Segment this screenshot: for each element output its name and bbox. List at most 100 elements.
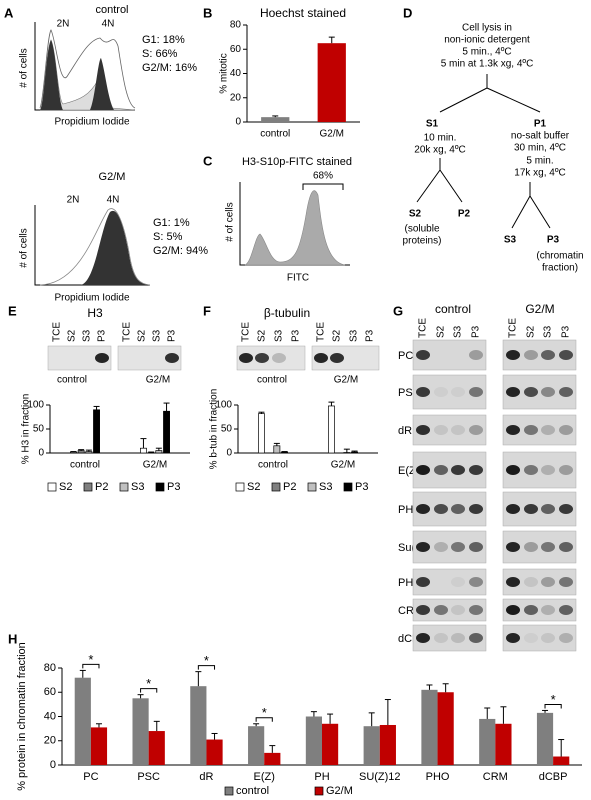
x-tick-label: G2/M bbox=[143, 460, 167, 471]
y-tick-label: 50 bbox=[221, 424, 233, 435]
chart-title: H3 bbox=[87, 306, 103, 320]
panel-label: E bbox=[8, 303, 17, 318]
error-bar bbox=[310, 711, 317, 717]
bar bbox=[190, 686, 207, 765]
x-axis-label: Propidium Iodide bbox=[54, 117, 129, 128]
condition-label: G2/M bbox=[525, 302, 554, 316]
error-bar bbox=[79, 669, 86, 678]
fraction-label: P3 bbox=[547, 235, 560, 246]
stat-label: G1: 18% bbox=[142, 34, 185, 46]
blot-band bbox=[416, 425, 430, 435]
blot-band bbox=[524, 465, 538, 475]
blot-band bbox=[559, 465, 573, 475]
error-bar bbox=[195, 671, 202, 687]
y-tick-label: 80 bbox=[230, 20, 242, 31]
legend-label: G2/M bbox=[326, 785, 353, 797]
lane-label: P3 bbox=[167, 329, 178, 342]
bar bbox=[132, 698, 149, 765]
blot-band bbox=[506, 577, 520, 587]
blot-band bbox=[506, 465, 520, 475]
error-bar bbox=[542, 709, 549, 713]
significance-bracket bbox=[255, 717, 273, 722]
blot-band bbox=[469, 387, 483, 397]
blot-band bbox=[559, 387, 573, 397]
blot-band bbox=[434, 504, 448, 514]
bar bbox=[363, 726, 380, 765]
blot-band bbox=[541, 577, 555, 587]
error-bar bbox=[93, 405, 100, 410]
bar bbox=[264, 752, 281, 765]
x-tick-label: PSC bbox=[137, 771, 160, 783]
condition-label: control bbox=[57, 375, 87, 386]
blot-band bbox=[451, 387, 465, 397]
blot-band bbox=[434, 633, 448, 643]
lane-label: P3 bbox=[97, 329, 108, 342]
y-tick-label: 20 bbox=[230, 92, 242, 103]
x-tick-label: G2/M bbox=[320, 129, 344, 140]
fractionation-tree bbox=[416, 74, 551, 229]
panel-label: C bbox=[203, 153, 213, 168]
bar bbox=[437, 692, 454, 765]
error-bar bbox=[78, 449, 85, 451]
error-bar bbox=[163, 402, 170, 412]
condition-label: control bbox=[435, 302, 471, 316]
y-tick-label: 60 bbox=[230, 44, 242, 55]
fraction-label: S3 bbox=[504, 235, 517, 246]
bar bbox=[317, 43, 346, 122]
blot-band bbox=[165, 353, 179, 363]
blot-band bbox=[559, 425, 573, 435]
y-tick-label: 100 bbox=[27, 400, 44, 411]
step-text: 5 min., 4ºC bbox=[462, 47, 511, 58]
blot-band bbox=[416, 504, 430, 514]
panel-label: F bbox=[203, 303, 211, 318]
blot-band bbox=[451, 465, 465, 475]
protein-label: PH bbox=[398, 504, 413, 516]
blot-band bbox=[451, 605, 465, 615]
significance-bracket bbox=[140, 688, 158, 693]
error-bar bbox=[258, 411, 265, 414]
blot-band bbox=[541, 425, 555, 435]
blot-band bbox=[469, 425, 483, 435]
lane-label: P3 bbox=[291, 329, 302, 342]
legend-label: S3 bbox=[319, 481, 332, 493]
blot-band bbox=[469, 465, 483, 475]
lane-label: TCE bbox=[52, 322, 63, 342]
blot-band bbox=[506, 425, 520, 435]
blot-band bbox=[541, 465, 555, 475]
protein-label: dR bbox=[398, 425, 412, 437]
panel-label: H bbox=[8, 631, 17, 646]
y-tick-label: 40 bbox=[230, 68, 242, 79]
blot-band bbox=[559, 504, 573, 514]
lane-label: TCE bbox=[508, 318, 519, 338]
note-text: proteins) bbox=[403, 236, 442, 247]
panel-label: D bbox=[403, 5, 412, 20]
y-tick-label: 80 bbox=[44, 662, 56, 674]
x-tick-label: PC bbox=[83, 771, 98, 783]
y-axis-label: % b-tub in fraction bbox=[209, 389, 220, 470]
note-text: (chromatin bbox=[536, 251, 583, 262]
peak-label: 4N bbox=[102, 19, 115, 30]
blot-band bbox=[416, 542, 430, 552]
lane-label: S2 bbox=[67, 329, 78, 342]
error-bar bbox=[269, 745, 276, 753]
error-bar bbox=[368, 712, 375, 727]
error-bar bbox=[155, 447, 162, 451]
blot-band bbox=[451, 542, 465, 552]
panel-label: A bbox=[4, 5, 14, 20]
legend-swatch bbox=[155, 482, 165, 492]
significance-bracket bbox=[197, 665, 216, 670]
histogram-g2m bbox=[34, 205, 151, 286]
error-bar bbox=[558, 739, 565, 757]
legend-swatch bbox=[47, 482, 57, 492]
error-bar bbox=[442, 683, 449, 693]
bar bbox=[248, 726, 265, 765]
blot-band bbox=[524, 605, 538, 615]
bar bbox=[421, 689, 438, 765]
y-axis-label: % mitotic bbox=[219, 53, 230, 94]
y-axis-label: % protein in chromatin fraction bbox=[16, 642, 28, 791]
blot-band bbox=[416, 577, 430, 587]
peak-label: 2N bbox=[67, 195, 80, 206]
lane-label: TCE bbox=[122, 322, 133, 342]
legend-label: control bbox=[236, 785, 269, 797]
significance-bracket bbox=[82, 663, 100, 669]
